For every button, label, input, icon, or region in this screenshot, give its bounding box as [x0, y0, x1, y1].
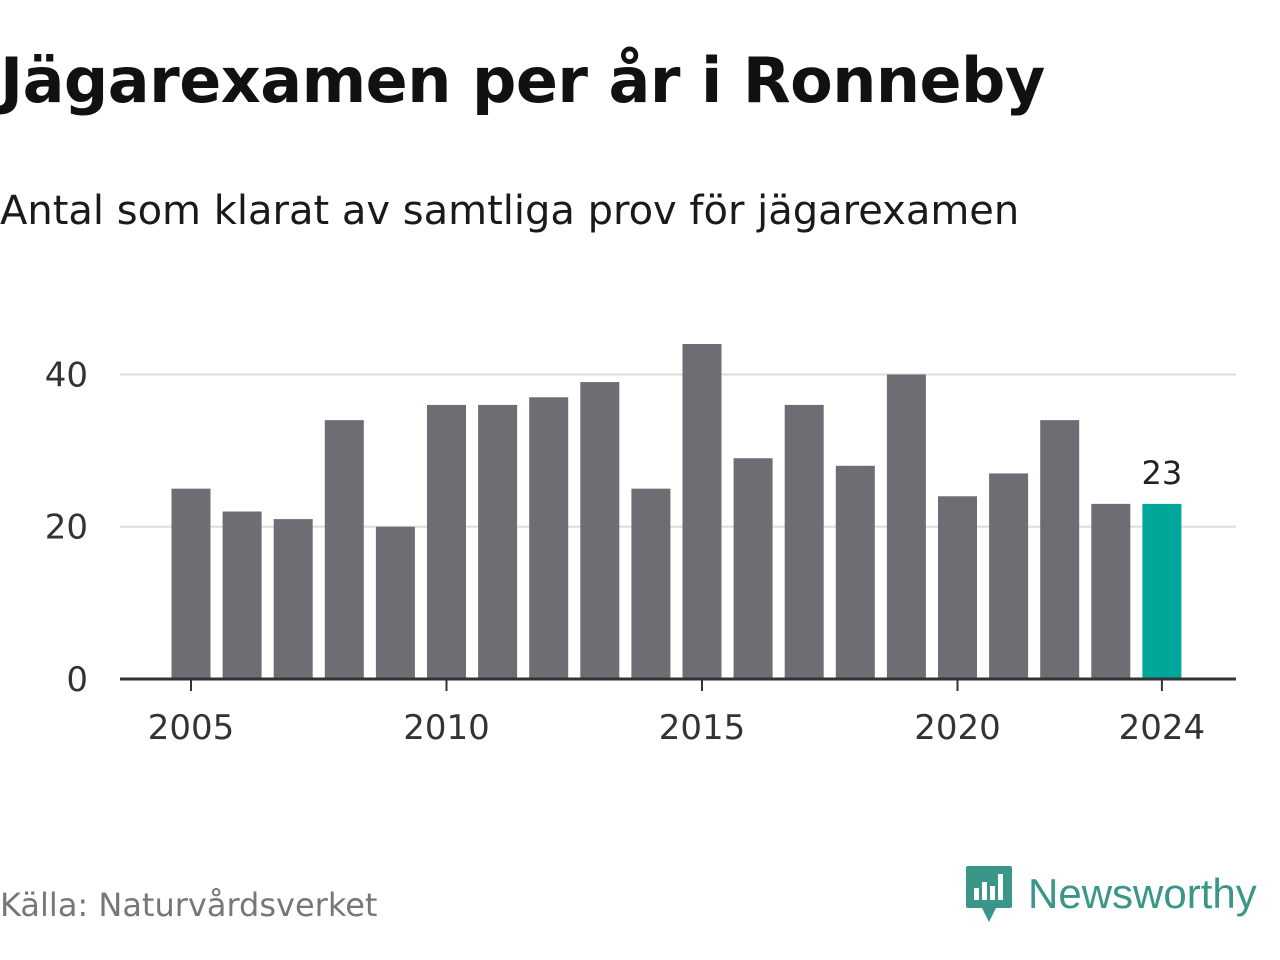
newsworthy-logo-icon — [966, 866, 1012, 922]
bar — [222, 511, 262, 679]
bar — [171, 488, 211, 679]
y-tick-label: 40 — [45, 355, 88, 395]
y-tick-label: 0 — [66, 660, 88, 700]
x-tick-label: 2020 — [914, 708, 1001, 748]
bar — [324, 420, 364, 679]
bar — [989, 473, 1029, 679]
bar — [427, 404, 466, 679]
y-tick-label: 20 — [45, 508, 88, 548]
x-tick-label: 2005 — [148, 708, 235, 748]
source-note: Källa: Naturvårdsverket — [0, 886, 378, 924]
bar — [733, 458, 773, 679]
bar-chart: 0 20 40 23 2005 2010 2015 2020 2024 — [45, 344, 1236, 748]
brand-logo: Newsworthy — [964, 864, 1257, 924]
bar — [375, 526, 415, 679]
bar — [682, 344, 722, 679]
x-tick-label: 2010 — [403, 708, 490, 748]
bar — [938, 496, 977, 679]
chart-subtitle: Antal som klarat av samtliga prov för jä… — [0, 188, 1020, 234]
bar — [835, 465, 875, 679]
bar — [631, 488, 671, 679]
bar — [273, 519, 313, 679]
chart-title: Jägarexamen per år i Ronneby — [0, 44, 1045, 117]
bar — [1040, 420, 1080, 679]
bar — [886, 374, 926, 679]
brand-name: Newsworthy — [1028, 870, 1257, 917]
bar — [478, 404, 518, 679]
bar — [580, 382, 620, 679]
bar — [529, 397, 569, 679]
data-label: 23 — [1142, 454, 1183, 492]
x-tick-label: 2015 — [659, 708, 746, 748]
bar — [1142, 503, 1182, 679]
x-tick-label: 2024 — [1119, 708, 1206, 748]
bar — [784, 404, 824, 679]
bar — [1091, 503, 1131, 679]
